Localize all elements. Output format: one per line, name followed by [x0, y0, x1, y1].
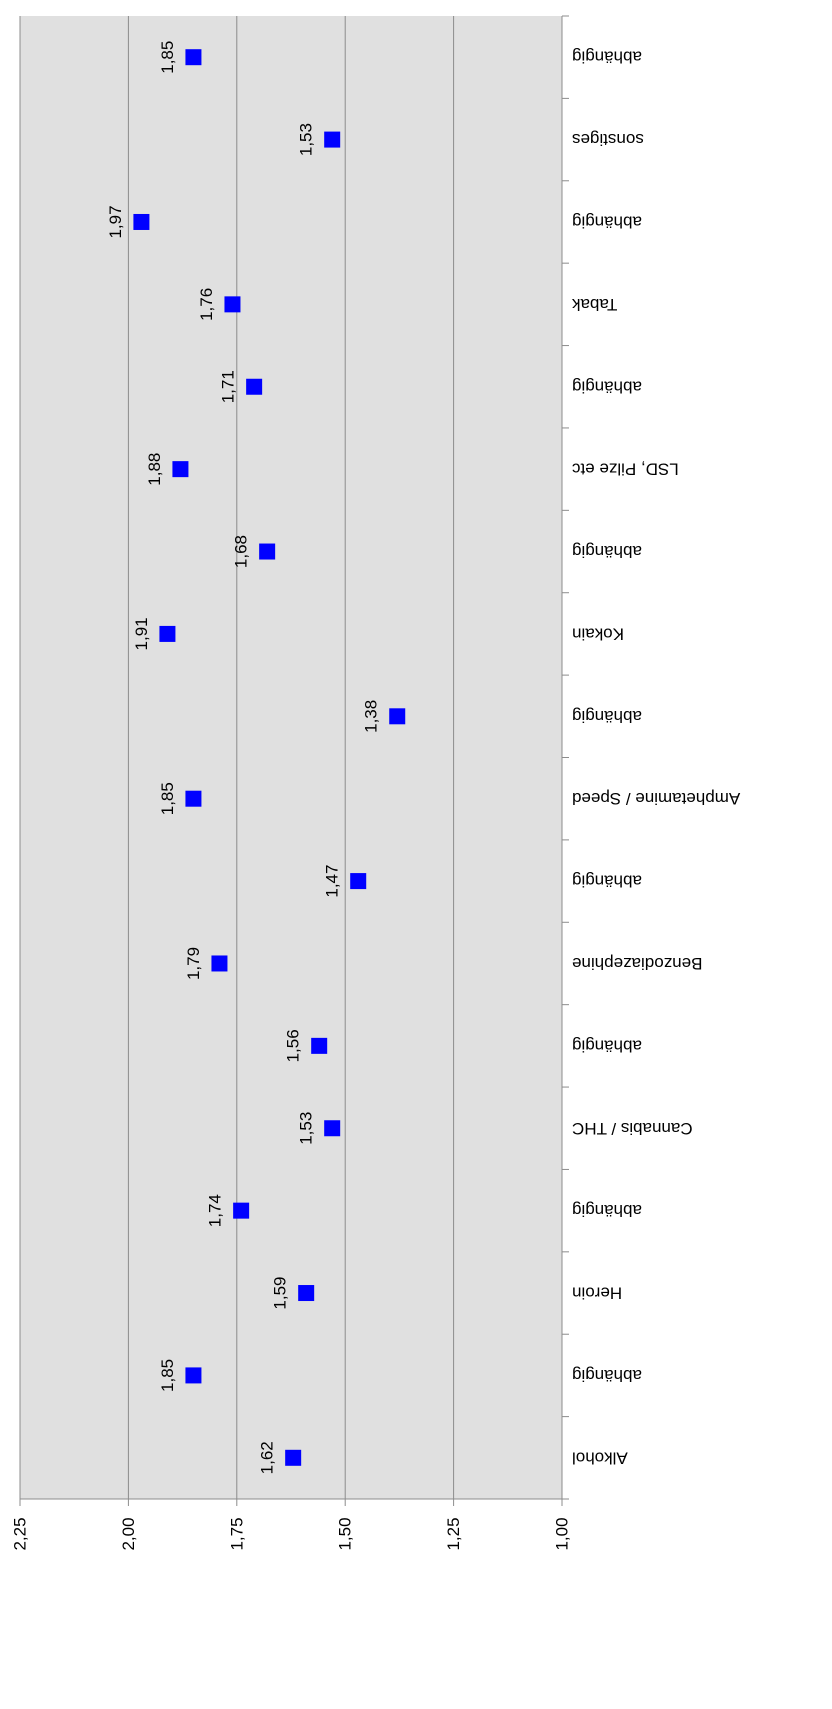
data-label: 1,53 [297, 1112, 316, 1145]
data-label: 1,91 [132, 617, 151, 650]
data-point-marker [185, 49, 202, 66]
data-point-marker [298, 1285, 315, 1302]
data-label: 1,71 [219, 370, 238, 403]
data-point-marker [246, 378, 263, 395]
category-label: abhängig [572, 707, 642, 726]
data-label: 1,74 [206, 1194, 225, 1227]
category-label: abhängig [572, 542, 642, 561]
category-label: Kokain [572, 624, 624, 643]
data-point-marker [285, 1449, 302, 1466]
data-point-marker [172, 461, 189, 478]
category-label: Alkohol [572, 1448, 628, 1467]
data-point-marker [133, 213, 150, 230]
data-point-marker [224, 296, 241, 313]
category-label: abhängig [572, 1201, 642, 1220]
data-labels: 1,62 1,85 1,59 1,74 1,53 1,56 1,79 1,47 1,85 1,38… [106, 41, 381, 1475]
category-label: abhängig [572, 872, 642, 891]
data-label: 1,85 [158, 1359, 177, 1392]
category-label: abhängig [572, 377, 642, 396]
category-label: Heroin [572, 1284, 622, 1303]
category-label: abhängig [572, 1366, 642, 1385]
data-label: 1,59 [271, 1276, 290, 1309]
data-label: 1,53 [297, 123, 316, 156]
data-label: 1,38 [362, 700, 381, 733]
value-axis-tick-label: 2,25 [11, 1517, 30, 1550]
category-label: abhängig [572, 212, 642, 231]
data-point-marker [159, 625, 176, 642]
value-axis-ticks [19, 1499, 563, 1506]
category-label: abhängig [572, 48, 642, 67]
data-label: 1,68 [232, 535, 251, 568]
plot-area [20, 16, 562, 1499]
data-label: 1,79 [184, 947, 203, 980]
category-label: abhängig [572, 1036, 642, 1055]
data-label: 1,56 [284, 1029, 303, 1062]
category-label: sonstiges [572, 130, 644, 149]
data-point-marker [211, 955, 228, 972]
data-point-marker [185, 790, 202, 807]
category-label: Benzodiazephine [572, 954, 702, 973]
data-point-marker [324, 1120, 341, 1137]
data-point-marker [389, 708, 406, 725]
value-axis-tick-label: 1,00 [553, 1517, 572, 1550]
data-label: 1,47 [323, 865, 342, 898]
data-label: 1,97 [106, 205, 125, 238]
value-axis-tick-label: 2,00 [119, 1517, 138, 1550]
value-axis-tick-label: 1,25 [444, 1517, 463, 1550]
data-point-marker [350, 873, 367, 890]
data-label: 1,88 [145, 453, 164, 486]
value-axis-tick-label: 1,50 [336, 1517, 355, 1550]
data-label: 1,85 [158, 782, 177, 815]
category-label: Tabak [572, 295, 618, 314]
data-point-marker [185, 1367, 202, 1384]
data-point-marker [311, 1037, 328, 1054]
category-label: Amphetamine / Speed [572, 789, 740, 808]
data-points [133, 49, 406, 1466]
gridlines [19, 16, 455, 1499]
category-axis-ticks [562, 15, 569, 1500]
value-axis-tick-label: 1,75 [227, 1517, 246, 1550]
data-point-marker [259, 543, 276, 560]
category-label: Cannabis / THC [572, 1119, 693, 1138]
data-point-marker [324, 131, 341, 148]
value-axis-labels: 1,00 1,25 1,50 1,75 2,00 2,25 [11, 1517, 572, 1550]
data-label: 1,62 [258, 1441, 277, 1474]
data-label: 1,85 [158, 41, 177, 74]
category-labels: Alkohol abhängig Heroin abhängig Cannabis / … [572, 48, 741, 1468]
data-point-marker [233, 1202, 250, 1219]
category-label: LSD, Pilze etc [572, 460, 679, 479]
data-label: 1,76 [197, 288, 216, 321]
